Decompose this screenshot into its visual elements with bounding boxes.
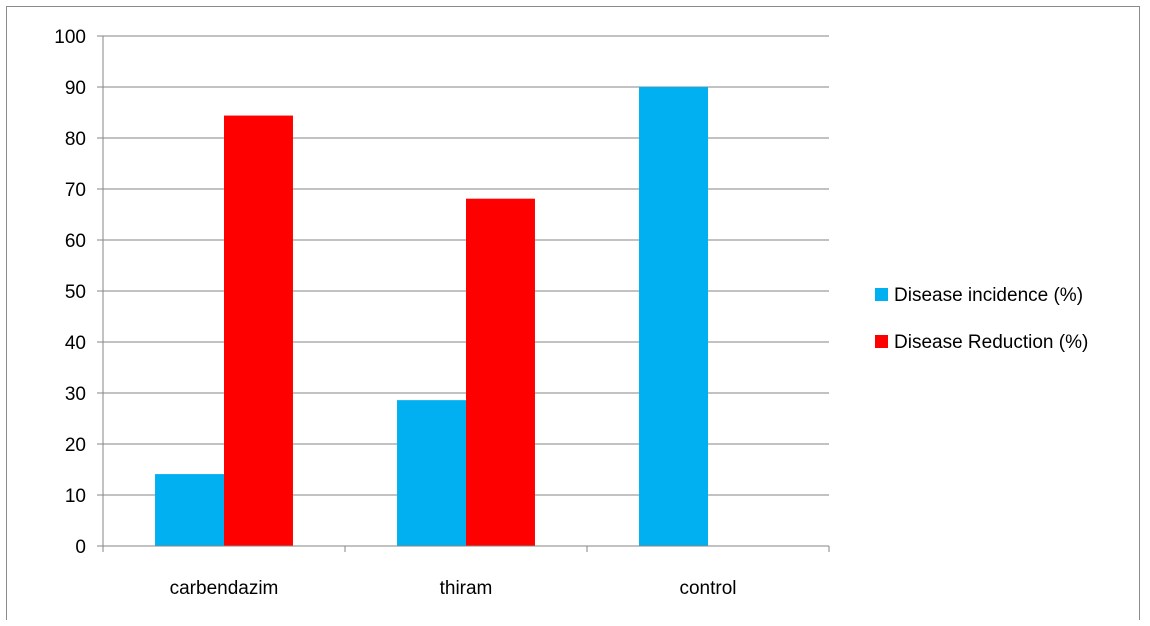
legend-label-incidence: Disease incidence (%) xyxy=(894,285,1083,306)
y-tick-label: 10 xyxy=(65,486,86,507)
legend-swatch-reduction xyxy=(875,335,888,348)
y-tick-label: 50 xyxy=(65,282,86,303)
y-tick-label: 80 xyxy=(65,129,86,150)
y-tick-label: 0 xyxy=(75,537,86,558)
axes xyxy=(97,35,830,552)
bar-thiram-reduction xyxy=(466,198,535,546)
bar-carbendazim-reduction xyxy=(224,115,293,546)
x-tick-label-thiram: thiram xyxy=(440,578,493,599)
x-tick-labels: carbendazim thiram control xyxy=(170,578,737,599)
y-tick-label: 20 xyxy=(65,435,86,456)
y-tick-label: 100 xyxy=(54,27,86,48)
bar-thiram-incidence xyxy=(397,400,466,546)
y-tick-label: 30 xyxy=(65,384,86,405)
bars xyxy=(155,87,708,546)
bar-control-incidence xyxy=(639,87,708,546)
y-tick-label: 60 xyxy=(65,231,86,252)
legend-swatch-incidence xyxy=(875,288,888,301)
y-tick-label: 70 xyxy=(65,180,86,201)
bar-carbendazim-incidence xyxy=(155,474,224,546)
y-tick-labels: 0 10 20 30 40 50 60 70 80 90 100 xyxy=(54,27,86,558)
legend-label-reduction: Disease Reduction (%) xyxy=(894,332,1088,353)
legend: Disease incidence (%) Disease Reduction (… xyxy=(875,285,1088,353)
x-tick-label-carbendazim: carbendazim xyxy=(170,578,279,599)
y-tick-label: 90 xyxy=(65,78,86,99)
y-tick-label: 40 xyxy=(65,333,86,354)
x-tick-label-control: control xyxy=(679,578,736,599)
